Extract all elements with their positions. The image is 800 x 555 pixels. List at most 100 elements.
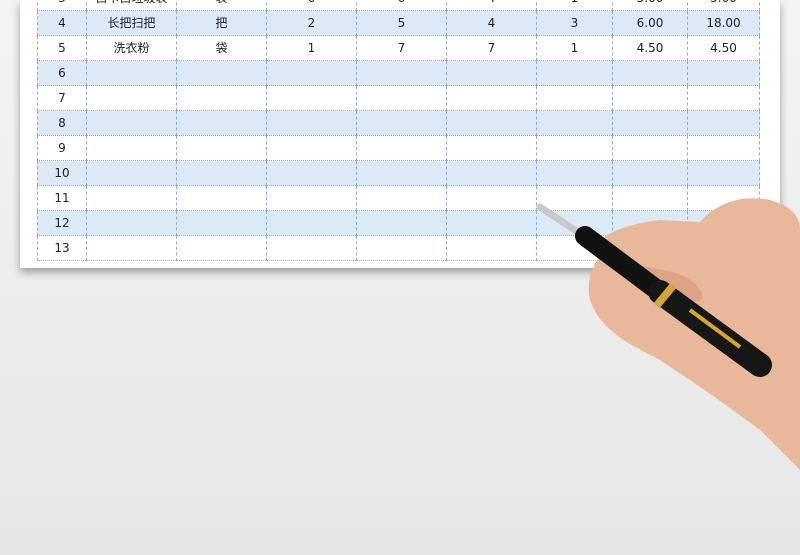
table-cell: 5 (357, 11, 447, 36)
table-cell: 7 (447, 36, 537, 61)
row-number: 7 (37, 86, 87, 111)
table-row: 10 (37, 161, 760, 186)
table-cell (177, 136, 267, 161)
table-cell (87, 186, 177, 211)
table-cell: 1 (267, 36, 357, 61)
table-cell (267, 161, 357, 186)
table-cell (688, 111, 760, 136)
table-cell (537, 161, 613, 186)
table-row: 7 (37, 86, 760, 111)
table-row: 9 (37, 136, 760, 161)
row-number: 11 (37, 186, 87, 211)
table-cell (87, 211, 177, 236)
table-cell (447, 211, 537, 236)
table-cell (613, 186, 688, 211)
table-cell (177, 111, 267, 136)
table-cell: 4 (447, 0, 537, 11)
table-cell: 白卡白垃圾袋 (87, 0, 177, 11)
row-number: 8 (37, 111, 87, 136)
spreadsheet: 3白卡白垃圾袋袋66415.005.004长把扫把把25436.0018.005… (20, 0, 780, 268)
table-cell (177, 161, 267, 186)
table-cell (357, 211, 447, 236)
table-row: 3白卡白垃圾袋袋66415.005.00 (37, 0, 760, 11)
table-cell (267, 186, 357, 211)
table-cell (688, 186, 760, 211)
table-cell (537, 211, 613, 236)
table-cell: 1 (537, 0, 613, 11)
table-cell (357, 186, 447, 211)
table-cell: 18.00 (688, 11, 760, 36)
table-cell (87, 136, 177, 161)
table-cell: 3 (537, 11, 613, 36)
pen-clip (688, 308, 742, 349)
table-cell (357, 161, 447, 186)
table-cell (537, 186, 613, 211)
table-cell (87, 111, 177, 136)
row-number: 3 (37, 0, 87, 11)
row-number: 12 (37, 211, 87, 236)
table-cell (613, 61, 688, 86)
table-cell: 6 (267, 0, 357, 11)
table-cell: 5.00 (613, 0, 688, 11)
table-cell (447, 186, 537, 211)
table-cell: 1 (537, 36, 613, 61)
table-cell: 2 (267, 11, 357, 36)
table-row: 6 (37, 61, 760, 86)
table-cell (688, 161, 760, 186)
table-cell (267, 61, 357, 86)
table-cell (87, 236, 177, 261)
table-cell (177, 236, 267, 261)
table-cell (537, 61, 613, 86)
table-cell (447, 86, 537, 111)
table-cell (613, 86, 688, 111)
row-number: 9 (37, 136, 87, 161)
table-cell (688, 136, 760, 161)
table-cell: 7 (357, 36, 447, 61)
hand (588, 198, 800, 470)
table-cell (267, 211, 357, 236)
table-cell (688, 61, 760, 86)
table-row: 11 (37, 186, 760, 211)
table-cell (447, 61, 537, 86)
table-cell: 6.00 (613, 11, 688, 36)
row-number: 5 (37, 36, 87, 61)
table-cell (357, 111, 447, 136)
table-cell: 袋 (177, 36, 267, 61)
table-cell (447, 136, 537, 161)
table-cell: 把 (177, 11, 267, 36)
pen-grip (575, 226, 670, 302)
table-cell: 4.50 (688, 36, 760, 61)
table-cell: 长把扫把 (87, 11, 177, 36)
table-cell: 4.50 (613, 36, 688, 61)
table-cell (447, 161, 537, 186)
table-cell (87, 161, 177, 186)
pen-band (653, 283, 677, 308)
table-cell (357, 61, 447, 86)
table-cell (537, 136, 613, 161)
table-cell (613, 111, 688, 136)
table-cell (177, 61, 267, 86)
pen-cap (648, 280, 772, 377)
table-cell (357, 236, 447, 261)
table-cell (537, 111, 613, 136)
table-cell: 洗衣粉 (87, 36, 177, 61)
table-cell: 袋 (177, 0, 267, 11)
table-cell (357, 86, 447, 111)
table-row: 8 (37, 111, 760, 136)
table-cell (267, 236, 357, 261)
table-cell (688, 86, 760, 111)
table-row: 4 长把扫把把 2 5 4 3 6.00 18.00 (37, 11, 760, 36)
table-cell (613, 136, 688, 161)
row-number: 6 (37, 61, 87, 86)
table-cell: 5.00 (688, 0, 760, 11)
table-cell (447, 236, 537, 261)
table-cell: 6 (357, 0, 447, 11)
table-row: 13 (37, 236, 760, 261)
table-row: 5 洗衣粉袋 1 7 7 1 4.50 4.50 (37, 36, 760, 61)
table-cell (267, 86, 357, 111)
table-cell (177, 86, 267, 111)
table-cell (177, 211, 267, 236)
table-cell (613, 161, 688, 186)
row-number: 10 (37, 161, 87, 186)
